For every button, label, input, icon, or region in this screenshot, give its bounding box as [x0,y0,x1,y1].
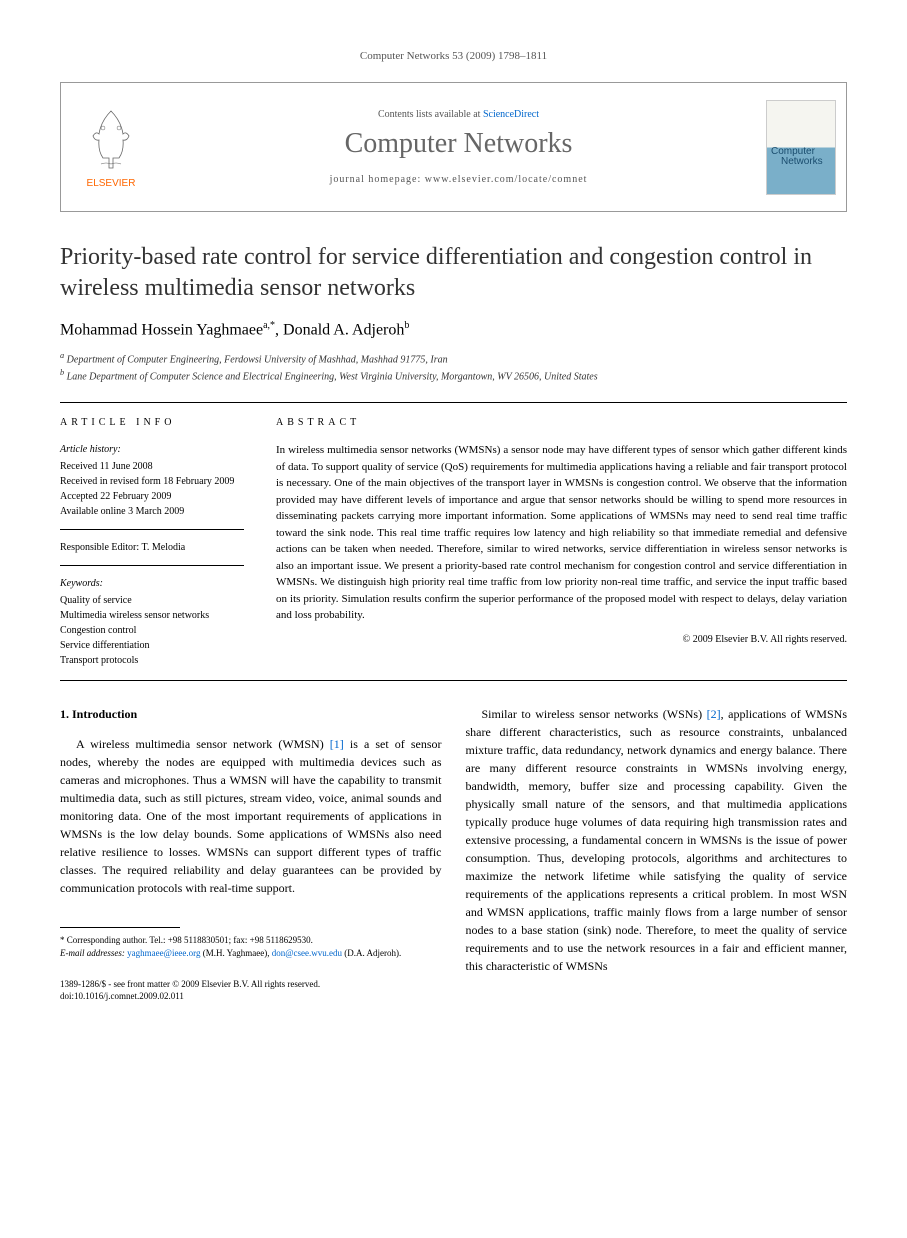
journal-cover-thumbnail: Computer Networks [766,100,836,195]
column-right: Similar to wireless sensor networks (WSN… [466,705,848,1002]
sciencedirect-link[interactable]: ScienceDirect [483,109,539,120]
affiliation-b: Lane Department of Computer Science and … [67,371,598,382]
abstract-heading: ABSTRACT [276,415,847,430]
keyword-2: Congestion control [60,623,244,638]
body-columns: 1. Introduction A wireless multimedia se… [60,705,847,1002]
ref-2-link[interactable]: [2] [707,707,721,721]
col1-p1-a: A wireless multimedia sensor network (WM… [76,737,330,751]
author-2-marks: b [404,320,409,331]
col1-para-1: A wireless multimedia sensor network (WM… [60,735,442,897]
running-head: Computer Networks 53 (2009) 1798–1811 [60,50,847,62]
keyword-3: Service differentiation [60,638,244,653]
email-1-link[interactable]: yaghmaee@ieee.org [127,948,200,958]
editor-label: Responsible Editor: [60,542,139,553]
cover-text-2: Networks [781,156,823,167]
info-abstract-row: ARTICLE INFO Article history: Received 1… [60,402,847,681]
contents-prefix: Contents lists available at [378,109,483,120]
author-1: Mohammad Hossein Yaghmaee [60,322,263,339]
article-info: ARTICLE INFO Article history: Received 1… [60,403,260,680]
abstract-text: In wireless multimedia sensor networks (… [276,442,847,624]
journal-homepage: journal homepage: www.elsevier.com/locat… [330,174,588,185]
doi-line: doi:10.1016/j.comnet.2009.02.011 [60,990,442,1003]
journal-header: ELSEVIER Contents lists available at Sci… [60,82,847,212]
elsevier-logo: ELSEVIER [61,83,161,211]
corresponding-author: * Corresponding author. Tel.: +98 511883… [60,934,442,947]
author-2: Donald A. Adjeroh [283,322,404,339]
email-label: E-mail addresses: [60,948,125,958]
abstract-copyright: © 2009 Elsevier B.V. All rights reserved… [276,632,847,647]
journal-name: Computer Networks [345,128,573,160]
section-title: Introduction [72,707,137,721]
col2-para-1: Similar to wireless sensor networks (WSN… [466,705,848,975]
editor-name: T. Melodia [142,542,186,553]
ref-1-link[interactable]: [1] [330,737,344,751]
article-info-heading: ARTICLE INFO [60,415,244,430]
col2-p1-a: Similar to wireless sensor networks (WSN… [482,707,707,721]
history-accepted: Accepted 22 February 2009 [60,489,244,504]
history-label: Article history: [60,442,244,457]
doi-block: 1389-1286/$ - see front matter © 2009 El… [60,978,442,1003]
article-title: Priority-based rate control for service … [60,242,847,304]
header-center: Contents lists available at ScienceDirec… [161,83,756,211]
section-1-heading: 1. Introduction [60,705,442,723]
affiliations: a Department of Computer Engineering, Fe… [60,350,847,385]
keywords-label: Keywords: [60,576,244,591]
footnotes: * Corresponding author. Tel.: +98 511883… [60,934,442,959]
column-left: 1. Introduction A wireless multimedia se… [60,705,442,1002]
email-1-who: (M.H. Yaghmaee), [203,948,270,958]
keyword-0: Quality of service [60,593,244,608]
keyword-1: Multimedia wireless sensor networks [60,608,244,623]
elsevier-tree-icon [81,106,141,176]
author-list: Mohammad Hossein Yaghmaeea,*, Donald A. … [60,320,847,339]
abstract: ABSTRACT In wireless multimedia sensor n… [260,403,847,680]
section-number: 1. [60,707,69,721]
contents-available: Contents lists available at ScienceDirec… [378,109,539,120]
author-1-marks: a,* [263,320,275,331]
journal-cover: Computer Networks [756,83,846,211]
email-2-link[interactable]: don@csee.wvu.edu [272,948,342,958]
elsevier-label: ELSEVIER [87,178,136,189]
history-received: Received 11 June 2008 [60,459,244,474]
history-online: Available online 3 March 2009 [60,504,244,519]
history-revised: Received in revised form 18 February 200… [60,474,244,489]
affiliation-a: Department of Computer Engineering, Ferd… [67,354,448,365]
email-2-who: (D.A. Adjeroh). [344,948,401,958]
col1-p1-b: is a set of sensor nodes, whereby the no… [60,737,442,895]
keyword-4: Transport protocols [60,653,244,668]
front-matter-line: 1389-1286/$ - see front matter © 2009 El… [60,978,442,991]
col2-p1-b: , applications of WMSNs share different … [466,707,848,973]
footnote-separator [60,927,180,928]
